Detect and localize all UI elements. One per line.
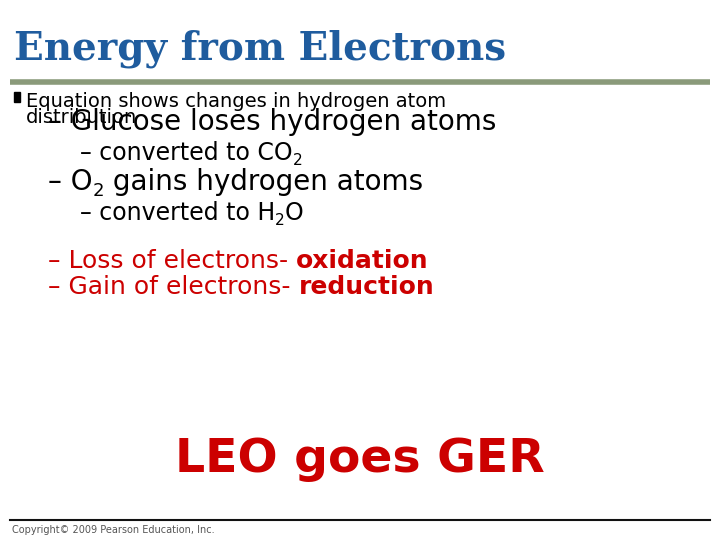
Text: gains hydrogen atoms: gains hydrogen atoms: [104, 168, 423, 196]
Text: – O: – O: [48, 168, 92, 196]
Text: oxidation: oxidation: [296, 249, 428, 273]
Text: Equation shows changes in hydrogen atom: Equation shows changes in hydrogen atom: [26, 92, 446, 111]
Text: O: O: [285, 201, 304, 225]
Text: 2: 2: [275, 213, 285, 228]
Text: 2: 2: [292, 153, 302, 168]
Text: Energy from Electrons: Energy from Electrons: [14, 30, 506, 69]
Text: – Gain of electrons-: – Gain of electrons-: [48, 275, 299, 299]
Text: 2: 2: [92, 182, 104, 200]
Text: – converted to CO: – converted to CO: [80, 141, 292, 165]
Text: – Loss of electrons-: – Loss of electrons-: [48, 249, 296, 273]
Text: – Glucose loses hydrogen atoms: – Glucose loses hydrogen atoms: [48, 108, 496, 136]
Text: LEO goes GER: LEO goes GER: [175, 437, 545, 482]
Bar: [14, 92, 20, 102]
Text: distribution: distribution: [26, 108, 138, 127]
Text: reduction: reduction: [299, 275, 434, 299]
Text: Copyright© 2009 Pearson Education, Inc.: Copyright© 2009 Pearson Education, Inc.: [12, 525, 215, 535]
Text: – converted to H: – converted to H: [80, 201, 275, 225]
